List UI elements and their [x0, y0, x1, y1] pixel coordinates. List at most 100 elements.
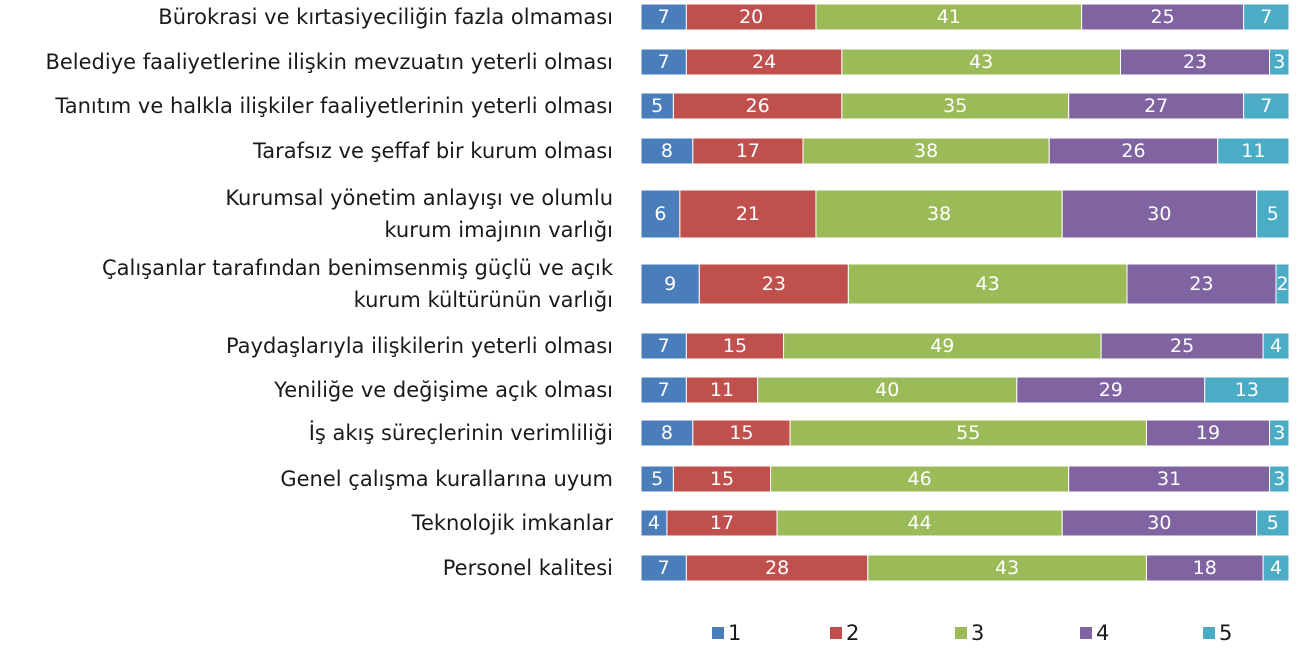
value-label: 18 — [1193, 557, 1217, 579]
legend-swatch — [830, 627, 842, 639]
bar-segment — [640, 92, 674, 120]
bar-segment — [685, 332, 785, 360]
value-label: 30 — [1147, 512, 1171, 534]
value-label: 7 — [658, 557, 670, 579]
legend-label: 2 — [846, 621, 859, 645]
value-label: 25 — [1170, 335, 1194, 357]
category-label: Genel çalışma kurallarına uyum — [280, 467, 613, 491]
value-label: 25 — [1151, 6, 1175, 28]
value-label: 9 — [664, 273, 676, 295]
bar-segment — [1217, 137, 1290, 165]
bar-segment — [672, 92, 843, 120]
value-label: 5 — [1267, 512, 1279, 534]
bar-segment — [1262, 332, 1290, 360]
value-label: 26 — [1121, 140, 1145, 162]
value-label: 4 — [1270, 335, 1282, 357]
bar-segment — [640, 332, 687, 360]
value-label: 5 — [651, 468, 663, 490]
legend-label: 4 — [1096, 621, 1109, 645]
value-label: 6 — [654, 203, 666, 225]
bar-segment — [1243, 92, 1290, 120]
value-label: 7 — [658, 6, 670, 28]
value-label: 3 — [1273, 51, 1285, 73]
bar-segment — [757, 376, 1018, 404]
category-label: kurum kültürünün varlığı — [354, 288, 613, 312]
legend-label: 5 — [1219, 621, 1232, 645]
bar-segment — [679, 189, 817, 239]
value-label: 43 — [969, 51, 993, 73]
bar-segment — [867, 554, 1147, 582]
category-label: Belediye faaliyetlerine ilişkin mevzuatı… — [45, 50, 613, 74]
bar-segment — [815, 3, 1083, 31]
value-label: 15 — [710, 468, 734, 490]
bar-segment — [1256, 509, 1290, 537]
bar-segment — [802, 137, 1050, 165]
bar-segment — [1204, 376, 1290, 404]
legend-swatch — [955, 627, 967, 639]
bar-segment — [1269, 419, 1290, 447]
value-label: 2 — [1276, 273, 1288, 295]
value-label: 31 — [1157, 468, 1181, 490]
bar-segment — [685, 3, 817, 31]
value-label: 38 — [914, 140, 938, 162]
category-label: Tarafsız ve şeffaf bir kurum olması — [252, 139, 613, 163]
value-label: 17 — [710, 512, 734, 534]
bar-segment — [640, 465, 674, 493]
bar-segment — [1068, 92, 1245, 120]
bar-segment — [1262, 554, 1290, 582]
bar-segment — [1275, 263, 1290, 305]
value-label: 43 — [976, 273, 1000, 295]
value-label: 23 — [1183, 51, 1207, 73]
category-label: Personel kalitesi — [443, 556, 613, 580]
bar-segment — [692, 137, 804, 165]
legend-label: 3 — [971, 621, 984, 645]
value-label: 3 — [1273, 468, 1285, 490]
bar-segment — [640, 554, 687, 582]
category-label: Teknolojik imkanlar — [411, 511, 614, 535]
bar-segment — [1120, 48, 1271, 76]
value-label: 55 — [956, 422, 980, 444]
value-label: 13 — [1235, 379, 1259, 401]
value-label: 7 — [658, 335, 670, 357]
bar-segment — [1016, 376, 1206, 404]
value-label: 41 — [937, 6, 961, 28]
value-label: 5 — [651, 95, 663, 117]
bar-segment — [685, 376, 759, 404]
bar-segment — [1068, 465, 1271, 493]
bar-segment — [1048, 137, 1219, 165]
category-label: Bürokrasi ve kırtasiyeciliğin fazla olma… — [158, 5, 613, 29]
value-label: 7 — [658, 379, 670, 401]
legend-label: 1 — [728, 621, 741, 645]
bar-segment — [1145, 419, 1271, 447]
value-label: 26 — [746, 95, 770, 117]
value-label: 24 — [752, 51, 776, 73]
bar-segment — [789, 419, 1147, 447]
bar-segment — [1243, 3, 1290, 31]
value-label: 5 — [1267, 203, 1279, 225]
category-label: Tanıtım ve halkla ilişkiler faaliyetleri… — [54, 94, 613, 118]
bar-segment — [1061, 189, 1258, 239]
value-label: 29 — [1099, 379, 1123, 401]
bar-segment — [815, 189, 1063, 239]
legend-swatch — [1080, 627, 1092, 639]
bar-segment — [770, 465, 1070, 493]
value-label: 7 — [1260, 95, 1272, 117]
bar-segment — [666, 509, 778, 537]
category-label: Yeniliğe ve değişime açık olması — [273, 378, 613, 402]
value-label: 7 — [1260, 6, 1272, 28]
bar-segment — [685, 48, 843, 76]
value-label: 44 — [908, 512, 932, 534]
value-label: 46 — [908, 468, 932, 490]
bar-segment — [1061, 509, 1258, 537]
bar-segment — [1256, 189, 1290, 239]
bar-segment — [640, 137, 694, 165]
category-label: Kurumsal yönetim anlayışı ve olumlu — [225, 186, 613, 210]
value-label: 11 — [710, 379, 734, 401]
value-label: 49 — [930, 335, 954, 357]
value-label: 11 — [1241, 140, 1265, 162]
bar-segment — [1145, 554, 1264, 582]
value-label: 17 — [736, 140, 760, 162]
bar-segment — [672, 465, 772, 493]
value-label: 43 — [995, 557, 1019, 579]
value-label: 7 — [658, 51, 670, 73]
